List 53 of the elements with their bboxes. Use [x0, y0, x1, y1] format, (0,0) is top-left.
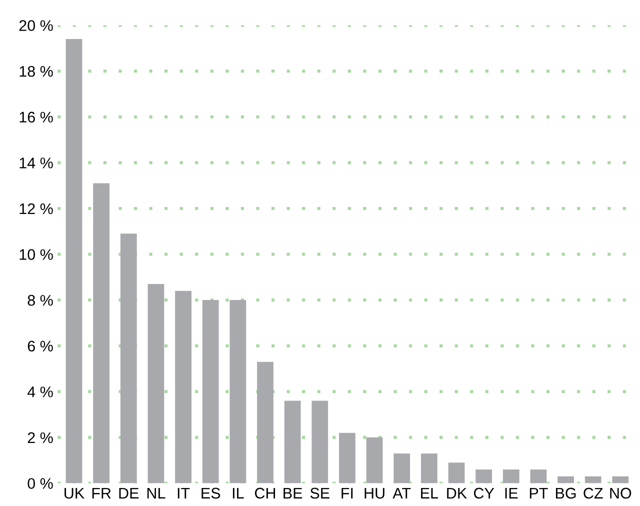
y-tick-label: 2 % [28, 432, 53, 444]
bar [339, 432, 356, 484]
x-tick-label: BE [284, 488, 302, 498]
x-tick-label: IL [232, 488, 244, 498]
x-tick-label: FI [342, 488, 353, 498]
y-tick-label: 16 % [20, 112, 53, 123]
y-tick-label: 0 % [28, 478, 53, 489]
bar [148, 284, 164, 484]
bar [284, 400, 301, 484]
bar [66, 39, 82, 484]
bar [612, 476, 629, 484]
bar [202, 300, 219, 484]
x-tick-label: DE [119, 488, 139, 498]
x-tick-label: EL [421, 488, 438, 498]
x-tick-label: CY [474, 488, 494, 499]
x-tick-label: DK [447, 488, 467, 498]
y-tick-label: 8 % [28, 294, 53, 306]
x-tick-label: IT [178, 488, 190, 498]
bar [448, 462, 465, 484]
bar [93, 183, 110, 484]
y-tick-label: 20 % [19, 20, 53, 31]
x-tick-label: NO [610, 488, 632, 499]
y-tick-label: 10 % [20, 249, 53, 260]
bar [394, 453, 410, 484]
bar [366, 437, 383, 484]
bar [584, 476, 602, 484]
x-tick-label: UK [64, 488, 84, 499]
y-tick-label: 6 % [28, 340, 53, 352]
x-tick-label: HU [364, 488, 384, 499]
bar [530, 469, 547, 484]
bar [558, 476, 574, 484]
y-tick-label: 18 % [20, 66, 53, 77]
x-tick-label: CZ [584, 488, 603, 499]
x-tick-label: SE [310, 488, 330, 499]
x-tick-label: IE [505, 488, 518, 498]
x-tick-label: BG [556, 488, 576, 499]
y-tick-label: 12 % [20, 203, 53, 214]
bar [175, 290, 192, 484]
y-tick-label: 4 % [27, 386, 53, 398]
x-tick-label: NL [147, 488, 166, 498]
y-tick-label: 14 % [20, 158, 53, 168]
bar [120, 234, 137, 484]
x-tick-label: CH [254, 488, 276, 499]
x-tick-label: AT [392, 488, 411, 498]
bar [257, 362, 274, 484]
bar [476, 469, 492, 484]
x-tick-label: PT [530, 488, 548, 498]
bar [420, 453, 438, 484]
x-tick-label: ES [202, 488, 220, 499]
bar [312, 400, 328, 484]
x-tick-label: FR [92, 488, 111, 498]
bar [230, 300, 246, 484]
bar [502, 469, 520, 484]
